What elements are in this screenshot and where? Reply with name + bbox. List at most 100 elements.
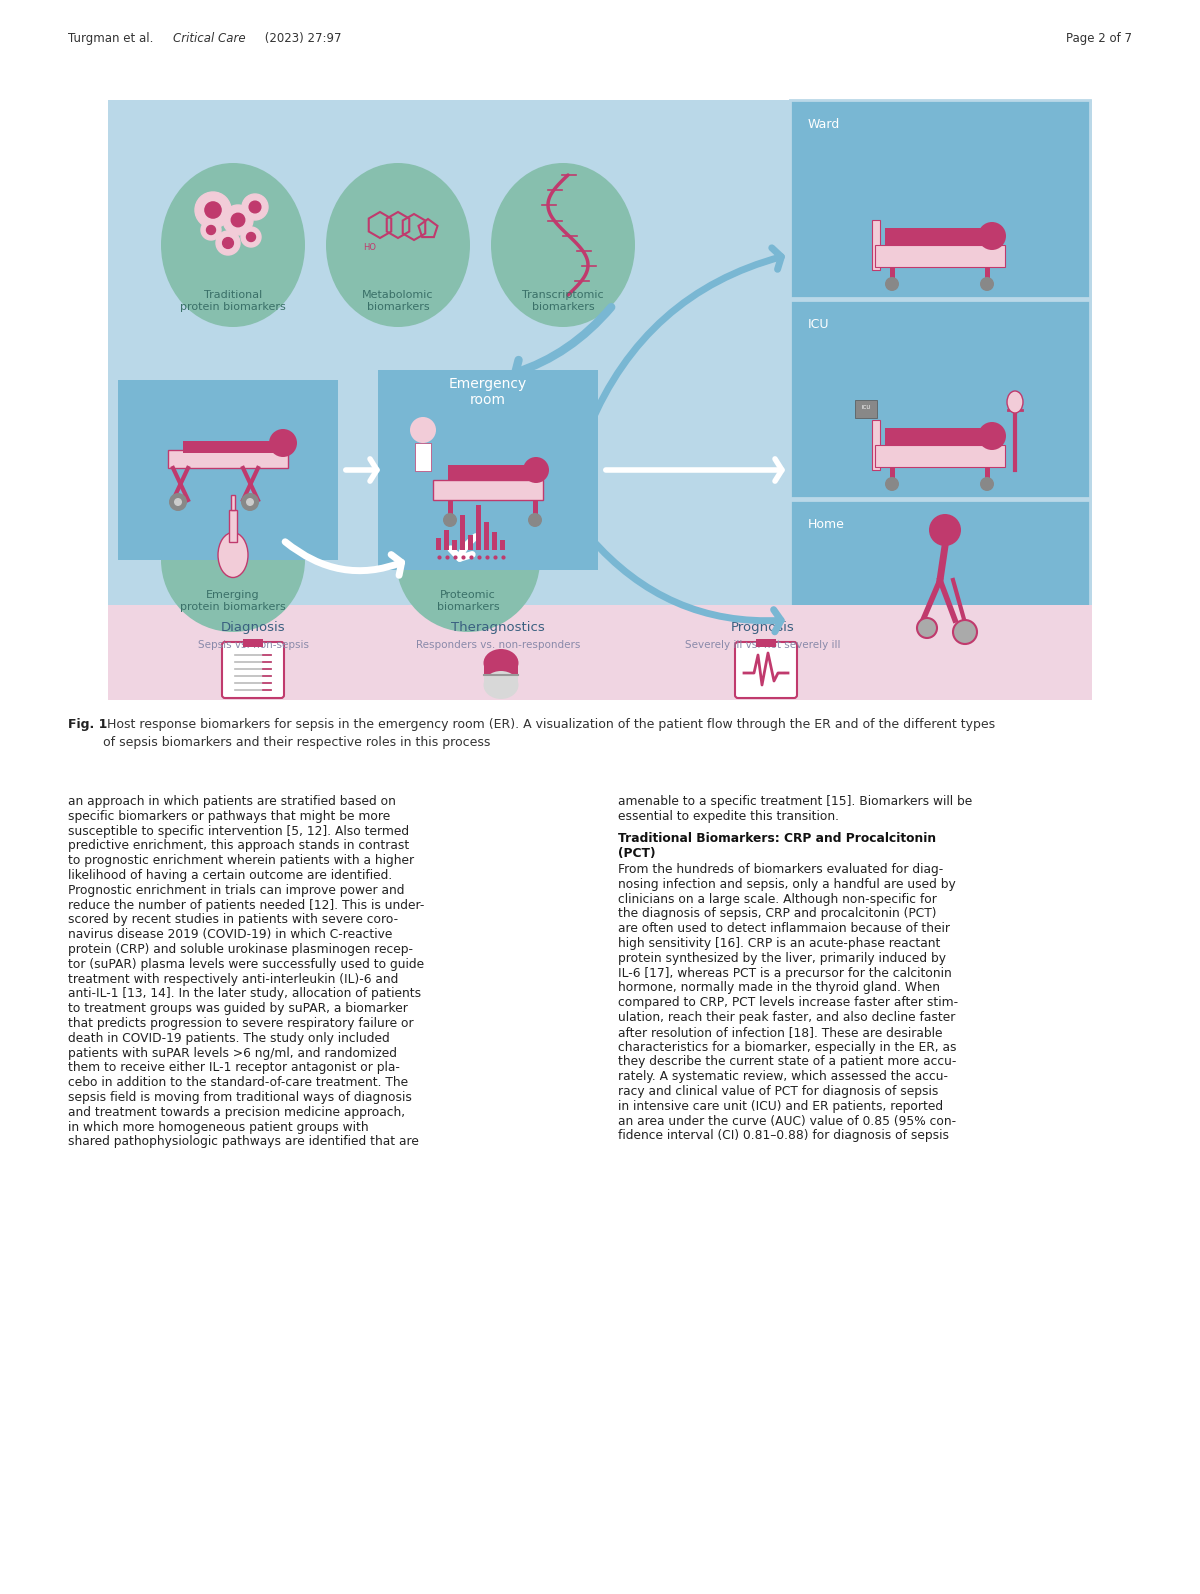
Circle shape — [246, 233, 256, 242]
Circle shape — [174, 497, 182, 505]
Text: reduce the number of patients needed [12]. This is under-: reduce the number of patients needed [12… — [68, 899, 425, 912]
Circle shape — [978, 422, 1006, 450]
Text: and treatment towards a precision medicine approach,: and treatment towards a precision medici… — [68, 1106, 406, 1119]
Text: Fig. 1: Fig. 1 — [68, 717, 107, 732]
Circle shape — [232, 214, 245, 226]
Circle shape — [953, 620, 977, 644]
Text: IL-6 [17], whereas PCT is a precursor for the calcitonin: IL-6 [17], whereas PCT is a precursor fo… — [618, 966, 952, 980]
Text: they describe the current state of a patient more accu-: they describe the current state of a pat… — [618, 1055, 956, 1068]
Text: HO: HO — [364, 242, 377, 252]
Bar — [790, 300, 1090, 497]
Circle shape — [206, 225, 216, 234]
Bar — [492, 532, 497, 550]
Text: scored by recent studies in patients with severe coro-: scored by recent studies in patients wit… — [68, 913, 398, 926]
Text: the diagnosis of sepsis, CRP and procalcitonin (PCT): the diagnosis of sepsis, CRP and procalc… — [618, 907, 936, 920]
Ellipse shape — [491, 163, 635, 327]
Text: Critical Care: Critical Care — [173, 32, 246, 45]
Text: an approach in which patients are stratified based on: an approach in which patients are strati… — [68, 795, 396, 808]
Bar — [756, 639, 776, 647]
Text: likelihood of having a certain outcome are identified.: likelihood of having a certain outcome a… — [68, 869, 392, 881]
Text: that predicts progression to severe respiratory failure or: that predicts progression to severe resp… — [68, 1017, 414, 1030]
Circle shape — [980, 477, 994, 491]
Ellipse shape — [218, 532, 248, 577]
Text: Severely ill vs. not severely ill: Severely ill vs. not severely ill — [685, 641, 841, 650]
Circle shape — [978, 222, 1006, 250]
Text: anti-IL-1 [13, 14]. In the later study, allocation of patients: anti-IL-1 [13, 14]. In the later study, … — [68, 987, 421, 1001]
Circle shape — [241, 493, 259, 512]
Text: Traditional Biomarkers: CRP and Procalcitonin: Traditional Biomarkers: CRP and Procalci… — [618, 832, 936, 845]
Text: navirus disease 2019 (COVID-19) in which C-reactive: navirus disease 2019 (COVID-19) in which… — [68, 928, 392, 940]
Text: (PCT): (PCT) — [618, 846, 655, 859]
Circle shape — [523, 457, 550, 483]
Circle shape — [528, 513, 542, 528]
Bar — [533, 501, 538, 518]
Text: patients with suPAR levels >6 ng/ml, and randomized: patients with suPAR levels >6 ng/ml, and… — [68, 1047, 397, 1060]
Circle shape — [269, 429, 298, 457]
Bar — [118, 379, 338, 559]
Bar — [460, 515, 466, 550]
Text: fidence interval (CI) 0.81–0.88) for diagnosis of sepsis: fidence interval (CI) 0.81–0.88) for dia… — [618, 1130, 949, 1143]
Circle shape — [886, 277, 899, 292]
Text: Traditional
protein biomarkers: Traditional protein biomarkers — [180, 290, 286, 312]
Circle shape — [246, 497, 254, 505]
Text: protein (CRP) and soluble urokinase plasminogen recep-: protein (CRP) and soluble urokinase plas… — [68, 944, 413, 956]
Circle shape — [929, 513, 961, 547]
Circle shape — [202, 220, 221, 241]
Text: characteristics for a biomarker, especially in the ER, as: characteristics for a biomarker, especia… — [618, 1041, 956, 1054]
Text: ICU: ICU — [808, 317, 829, 332]
Text: essential to expedite this transition.: essential to expedite this transition. — [618, 810, 839, 823]
Circle shape — [205, 202, 221, 218]
Text: are often used to detect inflammaion because of their: are often used to detect inflammaion bec… — [618, 923, 950, 936]
Text: compared to CRP, PCT levels increase faster after stim-: compared to CRP, PCT levels increase fas… — [618, 996, 958, 1009]
Text: Theragnostics: Theragnostics — [451, 620, 545, 633]
Bar — [108, 100, 1092, 700]
Text: sepsis field is moving from traditional ways of diagnosis: sepsis field is moving from traditional … — [68, 1090, 412, 1105]
Text: cebo in addition to the standard-of-care treatment. The: cebo in addition to the standard-of-care… — [68, 1076, 408, 1089]
Text: Diagnosis: Diagnosis — [221, 620, 286, 633]
Text: Metabolomic
biomarkers: Metabolomic biomarkers — [362, 290, 433, 312]
Bar — [875, 445, 1006, 467]
Text: Host response biomarkers for sepsis in the emergency room (ER). A visualization : Host response biomarkers for sepsis in t… — [103, 717, 995, 749]
Text: susceptible to specific intervention [5, 12]. Also termed: susceptible to specific intervention [5,… — [68, 824, 409, 837]
Bar — [468, 536, 473, 550]
Bar — [242, 639, 263, 647]
Bar — [168, 450, 288, 469]
Text: nosing infection and sepsis, only a handful are used by: nosing infection and sepsis, only a hand… — [618, 878, 955, 891]
FancyBboxPatch shape — [734, 642, 797, 698]
Text: in which more homogeneous patient groups with: in which more homogeneous patient groups… — [68, 1121, 368, 1133]
Text: after resolution of infection [18]. These are desirable: after resolution of infection [18]. Thes… — [618, 1027, 942, 1039]
Text: to treatment groups was guided by suPAR, a biomarker: to treatment groups was guided by suPAR,… — [68, 1003, 408, 1015]
Text: (2023) 27:97: (2023) 27:97 — [253, 32, 342, 45]
Bar — [875, 245, 1006, 268]
Circle shape — [241, 226, 262, 247]
Bar — [500, 540, 505, 550]
Text: ICU: ICU — [862, 405, 871, 410]
Ellipse shape — [484, 671, 518, 700]
Text: an area under the curve (AUC) value of 0.85 (95% con-: an area under the curve (AUC) value of 0… — [618, 1114, 956, 1127]
Circle shape — [410, 418, 436, 443]
Circle shape — [443, 513, 457, 528]
Text: predictive enrichment, this approach stands in contrast: predictive enrichment, this approach sta… — [68, 840, 409, 853]
Text: shared pathophysiologic pathways are identified that are: shared pathophysiologic pathways are ide… — [68, 1135, 419, 1148]
Text: Transcriptomic
biomarkers: Transcriptomic biomarkers — [522, 290, 604, 312]
Text: Prognostic enrichment in trials can improve power and: Prognostic enrichment in trials can impr… — [68, 883, 404, 897]
Circle shape — [250, 201, 260, 214]
Circle shape — [980, 277, 994, 292]
Bar — [790, 100, 1090, 298]
Circle shape — [223, 238, 233, 249]
Circle shape — [169, 493, 187, 512]
Text: amenable to a specific treatment [15]. Biomarkers will be: amenable to a specific treatment [15]. B… — [618, 795, 972, 808]
Bar — [436, 539, 442, 550]
Ellipse shape — [484, 649, 518, 677]
Bar — [886, 429, 990, 446]
Text: Page 2 of 7: Page 2 of 7 — [1066, 32, 1132, 45]
Text: clinicians on a large scale. Although non-specific for: clinicians on a large scale. Although no… — [618, 893, 937, 905]
Text: Proteomic
biomarkers: Proteomic biomarkers — [437, 590, 499, 612]
Bar — [476, 505, 481, 550]
Text: treatment with respectively anti-interleukin (IL)-6 and: treatment with respectively anti-interle… — [68, 972, 398, 985]
Bar — [985, 467, 990, 481]
Bar — [444, 529, 449, 550]
Text: hormone, normally made in the thyroid gland. When: hormone, normally made in the thyroid gl… — [618, 982, 940, 995]
Ellipse shape — [161, 488, 305, 631]
Ellipse shape — [326, 163, 470, 327]
